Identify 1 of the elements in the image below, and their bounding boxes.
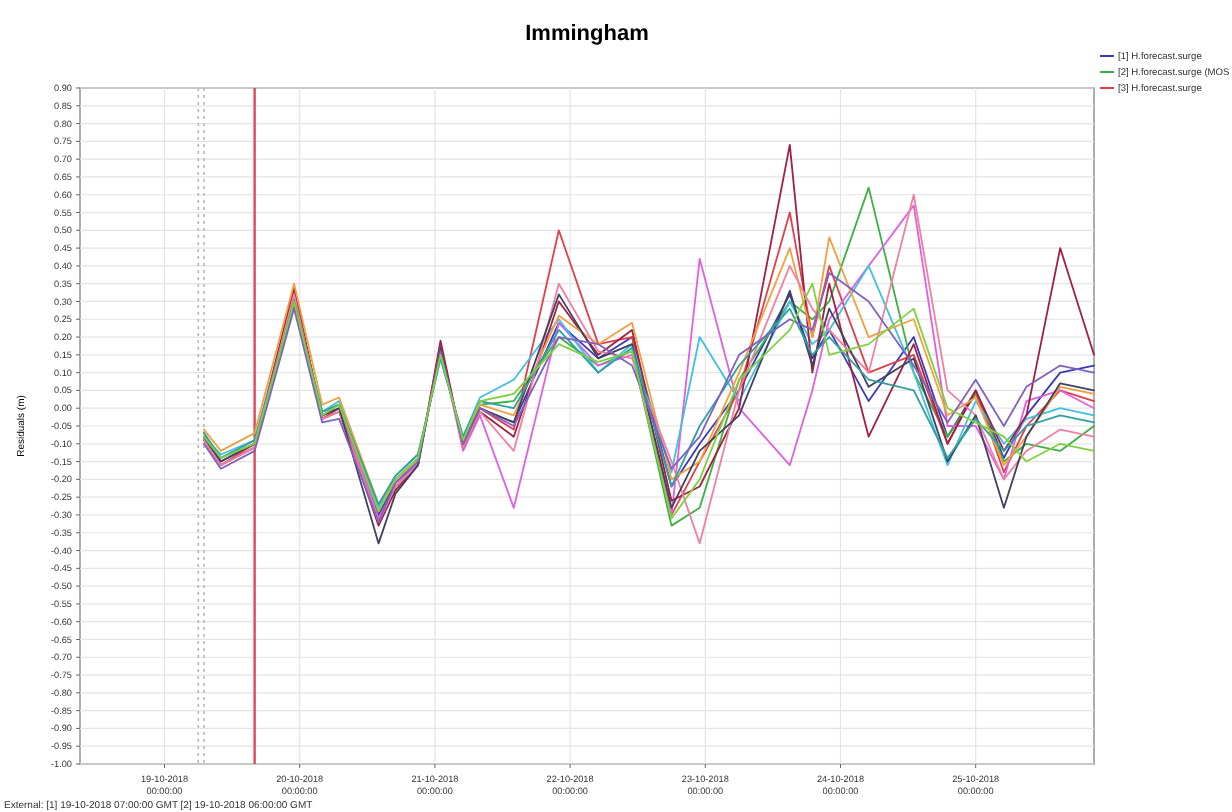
chart-title: Immingham — [525, 22, 650, 46]
